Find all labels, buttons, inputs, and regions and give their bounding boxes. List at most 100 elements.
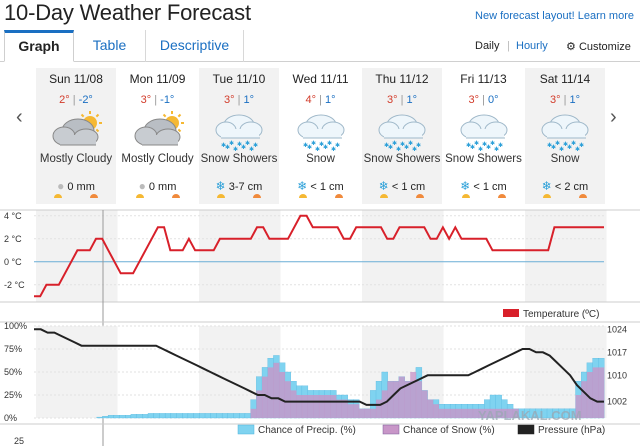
snow-bar: [444, 408, 451, 418]
sunset-icon: [497, 194, 506, 198]
snowflake-icon: ❄: [541, 179, 552, 193]
svg-text:✱: ✱: [567, 144, 572, 151]
snow-bar: [353, 404, 360, 418]
svg-text:✱: ✱: [392, 140, 397, 147]
svg-text:✱: ✱: [482, 141, 487, 148]
sunset-icon: [334, 194, 343, 198]
snow-bar: [284, 381, 291, 418]
temp-tick-label: 4 °C: [4, 211, 22, 221]
svg-text:✱: ✱: [559, 146, 564, 153]
precip-legend-label: Chance of Precip. (%): [258, 425, 356, 436]
new-layout-link[interactable]: New forecast layout! Learn more: [475, 10, 634, 22]
snow-bar: [484, 408, 491, 418]
snow-bar: [358, 408, 365, 418]
precip-bar: [136, 414, 143, 419]
snow-bar: [478, 408, 485, 418]
svg-text:✱: ✱: [563, 141, 568, 148]
svg-text:✱: ✱: [384, 142, 389, 149]
precip-bar: [187, 413, 195, 419]
snow-bar: [427, 399, 434, 418]
tab-graph[interactable]: Graph: [4, 30, 74, 62]
partly-cloudy-icon: [52, 111, 102, 146]
rain-drop-icon: ●: [57, 179, 65, 193]
day-column-3: Wed 11/11 4° | 1° ✱ ✱ ✱ ✱ ✱ ✱ ✱ ✱ ✱ Snow ❄ < 1 cm: [281, 68, 361, 204]
hourly-toggle[interactable]: Hourly: [516, 40, 548, 52]
snow-bar: [364, 408, 371, 418]
daylight-markers: [362, 194, 442, 202]
daily-toggle[interactable]: Daily: [475, 40, 500, 52]
sunset-icon: [416, 194, 424, 198]
low-temp: 1°: [406, 94, 418, 106]
precip-amount: ❄ < 1 cm: [297, 179, 344, 193]
svg-text:✱: ✱: [331, 146, 336, 153]
precip-bar: [193, 413, 200, 419]
snowflake-icon: ❄: [215, 179, 226, 193]
precip-bar: [107, 415, 115, 419]
day-label: Sun 11/08: [49, 72, 103, 86]
tab-table[interactable]: Table: [74, 30, 146, 62]
svg-text:✱: ✱: [408, 140, 413, 147]
gear-icon: ⚙: [566, 41, 576, 53]
snow-legend-swatch: [382, 424, 400, 435]
pressure-tick-label: 1024: [607, 324, 627, 334]
snow-bar: [512, 408, 519, 418]
precip-bar: [153, 413, 160, 419]
precip-bar: [159, 413, 166, 419]
precip-bar: [210, 413, 217, 419]
pressure-series-line: [34, 328, 604, 406]
precip-bar: [102, 416, 109, 419]
snow-bar: [586, 372, 593, 418]
prev-arrow-icon[interactable]: ‹: [16, 106, 23, 128]
snow-bar: [250, 408, 257, 418]
tab-bar: Graph Table Descriptive: [0, 28, 640, 62]
sunset-icon: [253, 194, 261, 198]
customize-button[interactable]: ⚙ Customize: [566, 40, 631, 53]
pressure-legend-label: Pressure (hPa): [538, 425, 605, 436]
snow-bar: [393, 381, 400, 418]
day-column-1: Mon 11/09 3° | -1° Mostly Cloudy ● 0 mm: [118, 68, 198, 204]
precip-bar: [142, 414, 149, 419]
precip-bar: [182, 413, 189, 419]
snow-bar: [490, 408, 496, 418]
bottom-tick-label: 25: [14, 436, 24, 446]
partly-cloudy-icon: [134, 111, 184, 146]
svg-text:✱: ✱: [547, 142, 552, 149]
svg-text:✱: ✱: [474, 140, 479, 147]
precip-bar: [204, 413, 212, 419]
precip-tick-label: 50%: [4, 367, 22, 377]
day-temps: 2° | -2°: [59, 94, 93, 106]
sunrise-icon: [461, 194, 470, 198]
svg-text:✱: ✱: [315, 146, 320, 153]
snow-bar: [438, 408, 445, 418]
precip-tick-label: 100%: [4, 321, 27, 331]
snow-bar: [324, 395, 331, 418]
pressure-tick-label: 1017: [607, 347, 627, 357]
day-label: Mon 11/09: [129, 72, 186, 86]
tab-descriptive[interactable]: Descriptive: [146, 30, 244, 62]
snow-bar: [279, 372, 286, 418]
svg-text:✱: ✱: [498, 142, 503, 149]
svg-text:✱: ✱: [486, 144, 491, 151]
svg-text:✱: ✱: [478, 146, 483, 153]
toggle-divider: |: [507, 40, 510, 52]
svg-text:✱: ✱: [335, 142, 340, 149]
condition-text: Snow Showers: [200, 153, 278, 165]
day-temps: 4° | 1°: [305, 94, 336, 106]
snow-icon: ✱ ✱ ✱ ✱✱ ✱ ✱ ✱✱: [215, 114, 263, 153]
snow-bar: [290, 390, 297, 418]
svg-text:✱: ✱: [307, 144, 312, 151]
svg-text:✱: ✱: [225, 144, 230, 151]
snow-bar: [495, 408, 502, 418]
daylight-markers: [281, 194, 361, 202]
pressure-legend-swatch: [517, 424, 535, 435]
svg-text:✱: ✱: [571, 140, 576, 147]
condition-text: Mostly Cloudy: [121, 153, 194, 165]
precip-bar: [244, 413, 252, 419]
snow-bar: [404, 381, 411, 418]
rain-drop-icon: ●: [138, 179, 146, 193]
precip-amount: ❄ < 2 cm: [541, 179, 589, 193]
high-temp: 3°: [468, 94, 479, 106]
snowflake-icon: ❄: [297, 179, 308, 193]
precip-bar: [113, 415, 120, 419]
next-arrow-icon[interactable]: ›: [610, 106, 617, 128]
